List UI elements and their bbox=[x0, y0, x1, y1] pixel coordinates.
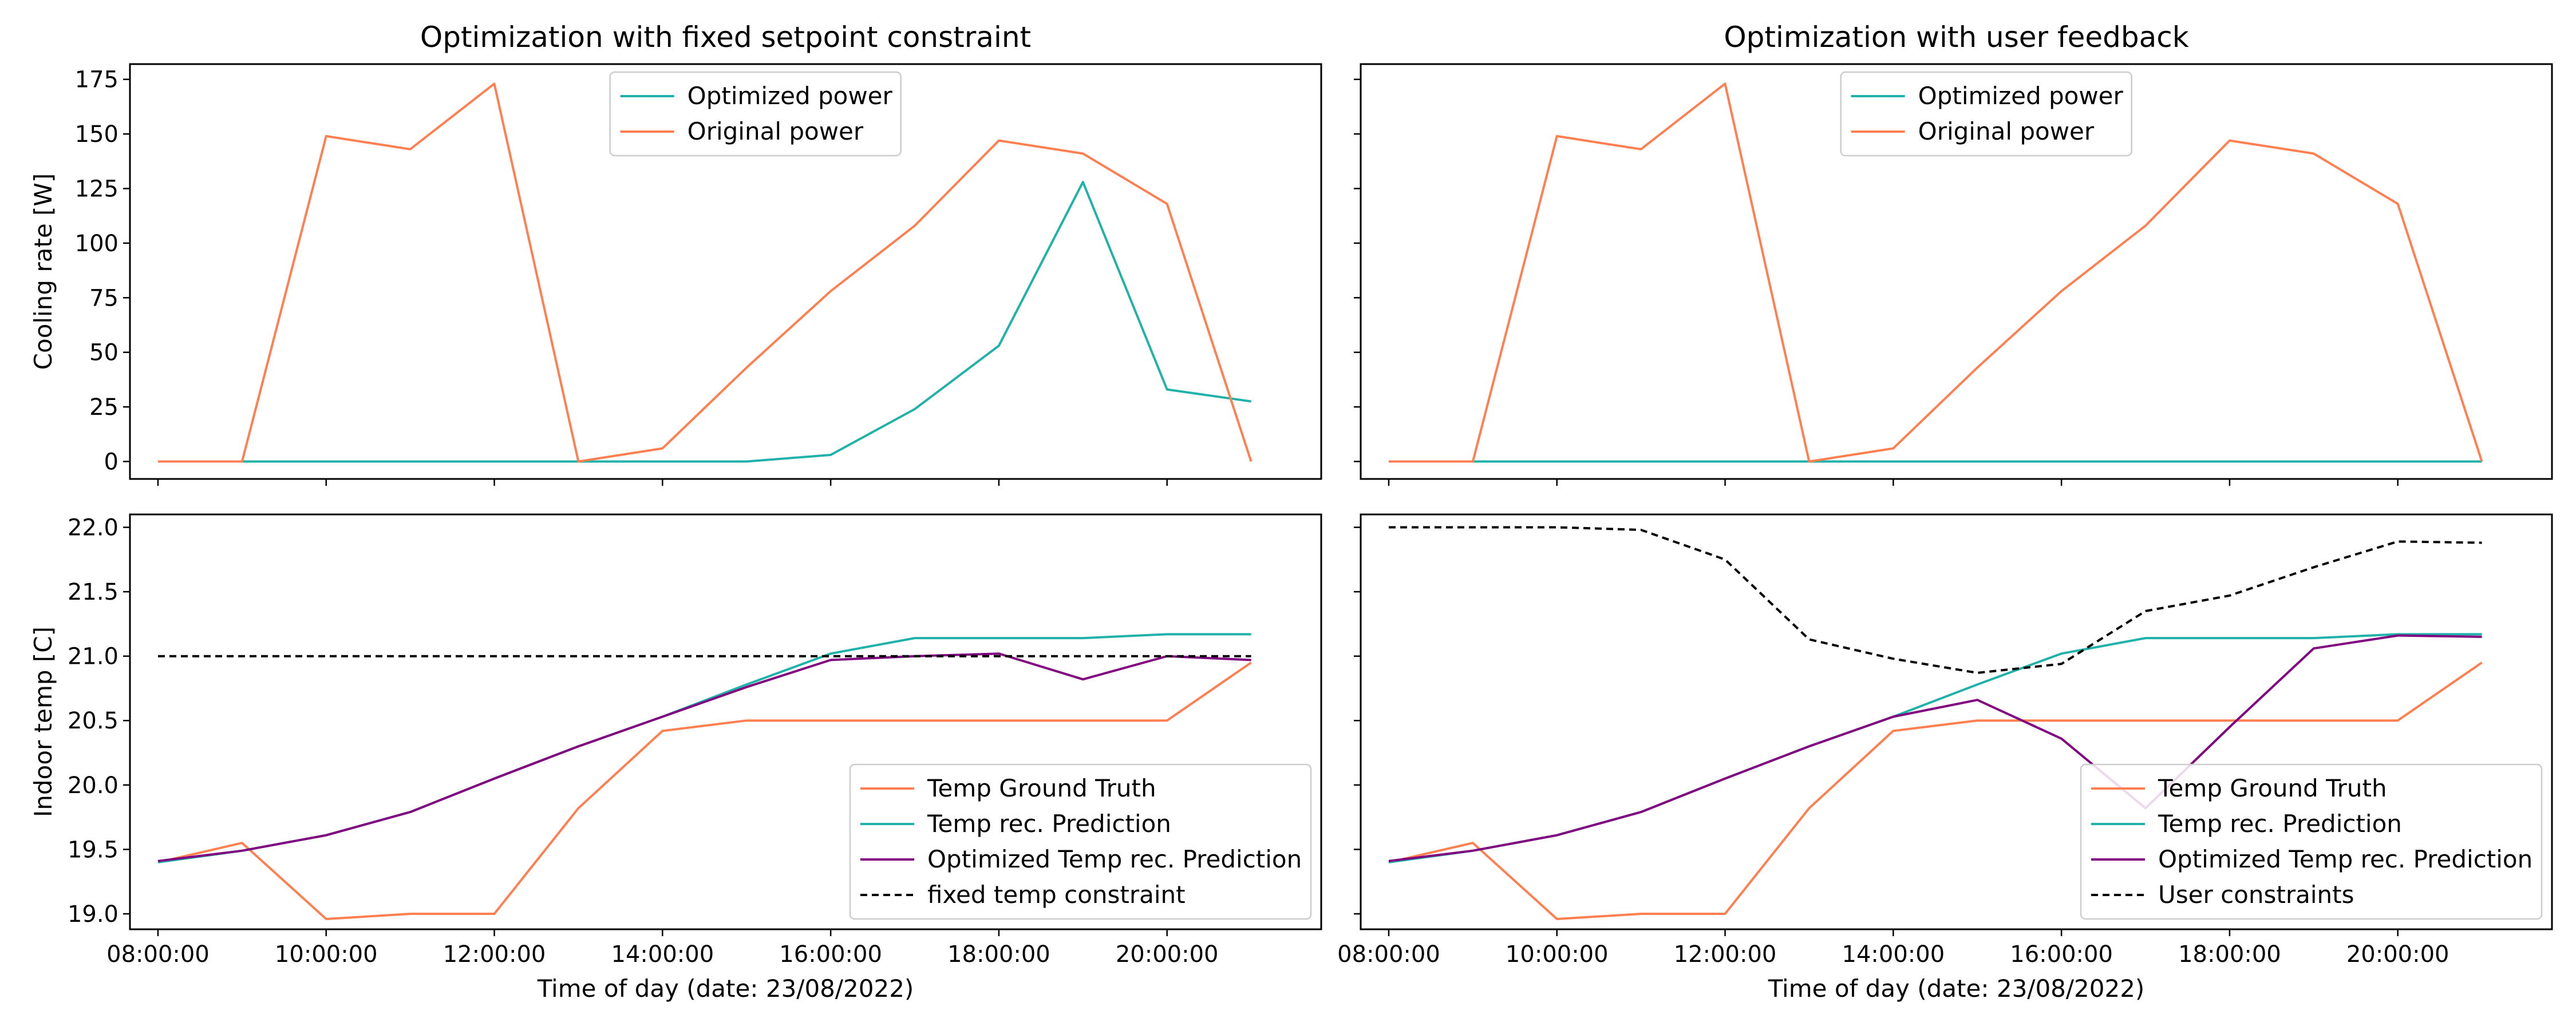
y-tick-label: 21.0 bbox=[68, 644, 118, 670]
legend-box bbox=[609, 71, 902, 157]
x-tick-label: 12:00:00 bbox=[1674, 941, 1777, 968]
x-tick-label: 18:00:00 bbox=[947, 941, 1050, 968]
legend: Temp Ground Truth Temp rec. Prediction Opt… bbox=[849, 763, 1312, 920]
legend-box bbox=[1840, 71, 2132, 157]
legend-entry: Optimized power bbox=[1918, 82, 2124, 110]
series-line-2 bbox=[1389, 82, 2483, 463]
series-line-4 bbox=[1389, 526, 2482, 674]
legend-entry: User constraints bbox=[2158, 881, 2354, 909]
y-tick-label: 50 bbox=[89, 340, 118, 366]
chart-title: Optimization with fixed setpoint constra… bbox=[420, 21, 1031, 54]
y-tick-label: 150 bbox=[75, 121, 118, 148]
y-tick-label: 125 bbox=[75, 176, 118, 203]
axes-frame bbox=[129, 513, 1322, 930]
y-tick-label: 22.0 bbox=[68, 515, 118, 541]
y-tick-label: 21.5 bbox=[68, 579, 118, 605]
legend: Optimized power Original power bbox=[1840, 71, 2132, 157]
legend-entry: Optimized Temp rec. Prediction bbox=[2158, 845, 2532, 873]
y-tick-label: 75 bbox=[89, 285, 118, 311]
x-tick-label: 10:00:00 bbox=[275, 941, 378, 968]
y-tick-label: 25 bbox=[89, 394, 118, 421]
y-tick-label: 19.5 bbox=[68, 837, 118, 863]
x-tick-label: 14:00:00 bbox=[611, 941, 714, 968]
chart-title: Optimization with user feedback bbox=[1724, 21, 2188, 54]
series-line-1 bbox=[1388, 661, 2483, 920]
legend-entry: Original power bbox=[688, 117, 864, 145]
y-tick-label: 20.0 bbox=[68, 772, 118, 799]
legend-entry: Temp Ground Truth bbox=[2158, 774, 2387, 802]
x-axis-label: Time of day (date: 23/08/2022) bbox=[537, 974, 914, 1003]
chart-panel-2: Optimization with user feedback Optimized… bbox=[1354, 21, 2553, 486]
legend-entry: fixed temp constraint bbox=[927, 881, 1186, 909]
series-line-3 bbox=[1388, 634, 2482, 862]
x-tick-label: 08:00:00 bbox=[106, 941, 210, 968]
x-tick-label: 20:00:00 bbox=[2346, 941, 2449, 968]
legend-entry: Optimized Temp rec. Prediction bbox=[927, 845, 1302, 873]
y-tick-label: 20.5 bbox=[68, 708, 118, 734]
chart-panel-4: 08:00:00 10:00:00 12:00:00 14:00:00 16:00:00… bbox=[1337, 513, 2553, 1003]
x-tick-label: 12:00:00 bbox=[443, 941, 546, 968]
x-tick-label: 10:00:00 bbox=[1506, 941, 1609, 968]
y-tick-label: 0 bbox=[104, 449, 118, 475]
legend: Temp Ground Truth Temp rec. Prediction Opt… bbox=[2080, 763, 2543, 920]
y-tick-label: 100 bbox=[75, 231, 118, 257]
series-line-1 bbox=[157, 661, 1252, 920]
legend-entry: Optimized power bbox=[688, 82, 893, 110]
legend-entry: Original power bbox=[1918, 117, 2095, 145]
chart-panel-3: 19.0 19.5 20.0 20.5 21.0 21.5 22.0 08:00:00 10:0… bbox=[29, 513, 1322, 1003]
axes-frame bbox=[1360, 513, 2553, 930]
legend-box bbox=[849, 763, 1312, 920]
x-tick-label: 16:00:00 bbox=[2010, 941, 2113, 968]
legend-entry: Temp Ground Truth bbox=[927, 774, 1156, 802]
axes-frame bbox=[1360, 63, 2553, 480]
y-tick-label: 175 bbox=[75, 67, 118, 93]
legend-entry: Temp rec. Prediction bbox=[2158, 810, 2402, 838]
y-axis-label: Indoor temp [C] bbox=[29, 627, 57, 817]
x-tick-label: 20:00:00 bbox=[1116, 941, 1219, 968]
x-tick-label: 08:00:00 bbox=[1337, 941, 1440, 968]
y-tick-label: 19.0 bbox=[68, 901, 118, 928]
x-axis-label: Time of day (date: 23/08/2022) bbox=[1768, 974, 2145, 1003]
legend-entry: Temp rec. Prediction bbox=[927, 810, 1171, 838]
axes-frame bbox=[129, 63, 1322, 480]
legend-box bbox=[2080, 763, 2543, 920]
series-line-1 bbox=[158, 181, 1251, 463]
y-axis-label: Cooling rate [W] bbox=[29, 173, 57, 370]
series-line-3 bbox=[157, 652, 1251, 862]
x-tick-label: 14:00:00 bbox=[1842, 941, 1945, 968]
chart-panel-1: 0 25 50 75 100 125 150 175 Optimization with fix… bbox=[29, 21, 1322, 486]
series-line-2 bbox=[158, 82, 1253, 463]
x-tick-label: 16:00:00 bbox=[779, 941, 882, 968]
x-tick-label: 18:00:00 bbox=[2178, 941, 2281, 968]
legend: Optimized power Original power bbox=[609, 71, 902, 157]
